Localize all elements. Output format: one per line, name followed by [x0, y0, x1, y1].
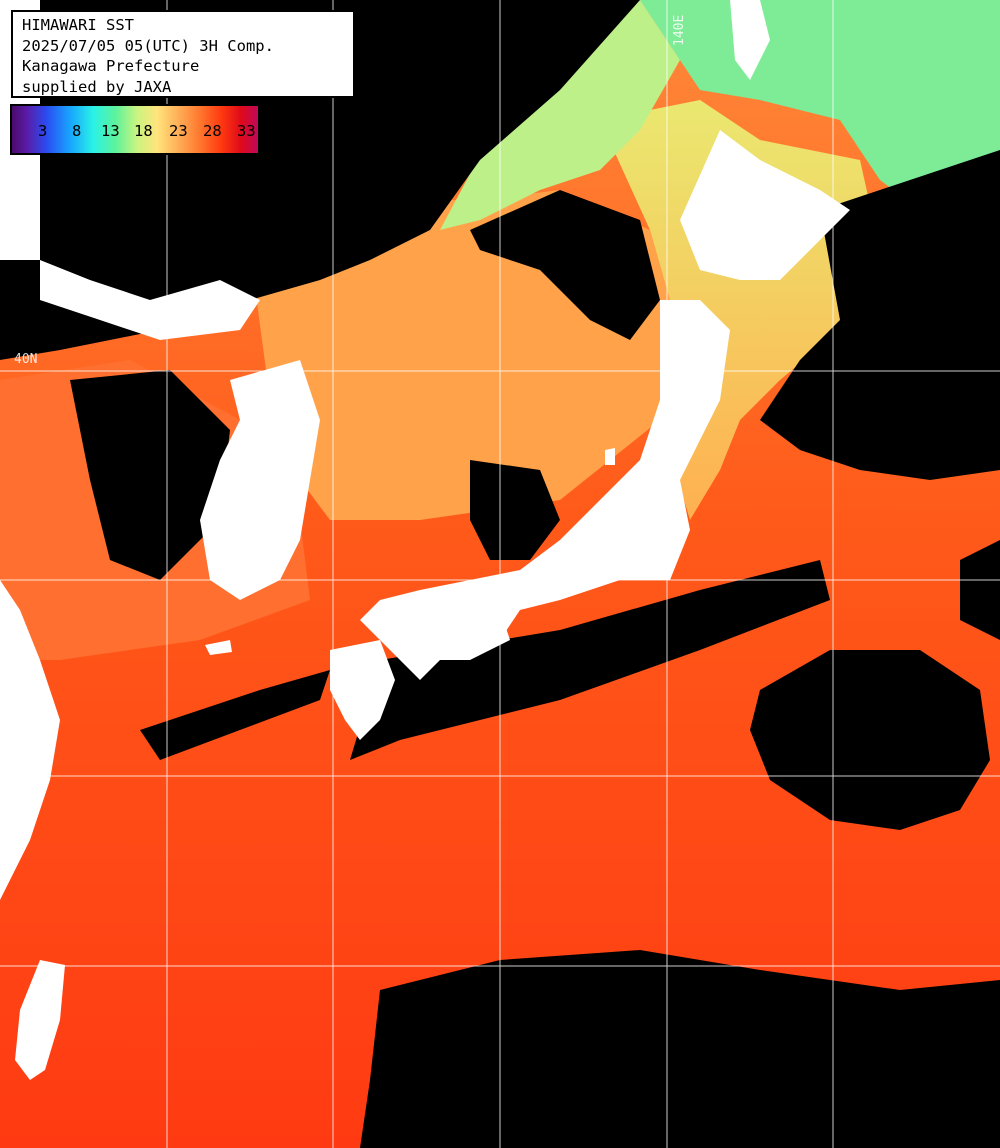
legend-tick: 13 [101, 122, 120, 140]
cloud-band-south-japan [350, 560, 830, 760]
cloud-central [470, 460, 560, 560]
legend-tick: 23 [169, 122, 188, 140]
title-credit: supplied by JAXA [22, 77, 172, 96]
legend-tick: 28 [203, 122, 222, 140]
typhoon-cloud [750, 650, 990, 830]
okhotsk-cold [640, 0, 1000, 210]
cloud-south [360, 950, 1000, 1148]
lat-label-40n: 40N [14, 352, 38, 367]
legend-tick: 3 [38, 122, 48, 140]
legend-tick: 33 [237, 122, 256, 140]
title-region: Kanagawa Prefecture [22, 57, 200, 75]
title-satellite: HIMAWARI SST [22, 16, 134, 34]
title-datetime: 2025/07/05 05(UTC) 3H Comp. [22, 36, 274, 55]
cloud-east-pacific [960, 540, 1000, 640]
land-sakhalin [730, 0, 770, 80]
legend-tick: 18 [134, 122, 153, 140]
cloud-sea-of-japan-mid [470, 190, 660, 340]
land-korea [200, 360, 320, 600]
lon-label-140e: 140E [672, 14, 687, 46]
land-honshu [360, 300, 730, 680]
title-box: HIMAWARI SST 2025/07/05 05(UTC) 3H Comp.… [11, 10, 355, 98]
cloud-korea-west [70, 370, 230, 580]
legend-tick: 8 [72, 122, 82, 140]
cloud-hokkaido-east [760, 150, 1000, 480]
cloud-band-west [140, 670, 330, 760]
land-taiwan [15, 960, 65, 1080]
temperature-color-scale: 3 8 13 18 23 28 33 [10, 104, 260, 155]
lat-label-30n: 30N [14, 759, 38, 774]
land-china-coast [0, 580, 60, 900]
land-hokkaido [680, 130, 850, 280]
land-kyushu [330, 640, 395, 740]
land-jeju [205, 640, 232, 655]
land-shikoku [420, 610, 510, 660]
land-sado [605, 448, 615, 465]
